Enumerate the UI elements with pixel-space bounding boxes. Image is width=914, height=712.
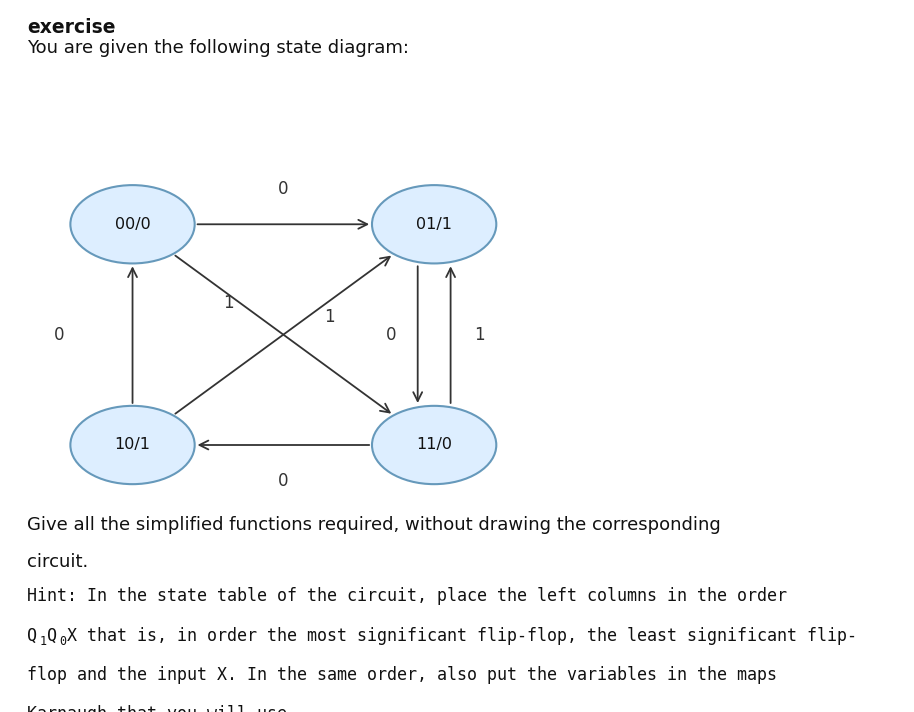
- Text: 0: 0: [278, 179, 289, 198]
- Text: 10/1: 10/1: [114, 437, 151, 453]
- Text: 0: 0: [278, 471, 289, 490]
- Text: Give all the simplified functions required, without drawing the corresponding: Give all the simplified functions requir…: [27, 516, 721, 534]
- Text: 00/0: 00/0: [114, 216, 151, 232]
- Text: 1: 1: [324, 308, 335, 326]
- Ellipse shape: [372, 406, 496, 484]
- Text: 1: 1: [40, 635, 47, 648]
- Text: 1: 1: [223, 293, 234, 312]
- Text: flop and the input X. In the same order, also put the variables in the maps: flop and the input X. In the same order,…: [27, 666, 778, 684]
- Text: Q: Q: [27, 627, 37, 644]
- Text: X that is, in order the most significant flip-flop, the least significant flip-: X that is, in order the most significant…: [67, 627, 856, 644]
- Text: 0: 0: [54, 325, 65, 344]
- Text: 1: 1: [474, 325, 485, 344]
- Text: You are given the following state diagram:: You are given the following state diagra…: [27, 39, 409, 57]
- Text: Karnaugh that you will use.: Karnaugh that you will use.: [27, 705, 297, 712]
- Ellipse shape: [70, 406, 195, 484]
- Ellipse shape: [70, 185, 195, 263]
- Text: Hint: In the state table of the circuit, place the left columns in the order: Hint: In the state table of the circuit,…: [27, 587, 788, 605]
- Text: 11/0: 11/0: [416, 437, 452, 453]
- Ellipse shape: [372, 185, 496, 263]
- Text: 01/1: 01/1: [416, 216, 452, 232]
- Text: Q: Q: [48, 627, 57, 644]
- Text: 0: 0: [386, 325, 397, 344]
- Text: circuit.: circuit.: [27, 553, 89, 571]
- Text: exercise: exercise: [27, 18, 116, 37]
- Text: 0: 0: [59, 635, 67, 648]
